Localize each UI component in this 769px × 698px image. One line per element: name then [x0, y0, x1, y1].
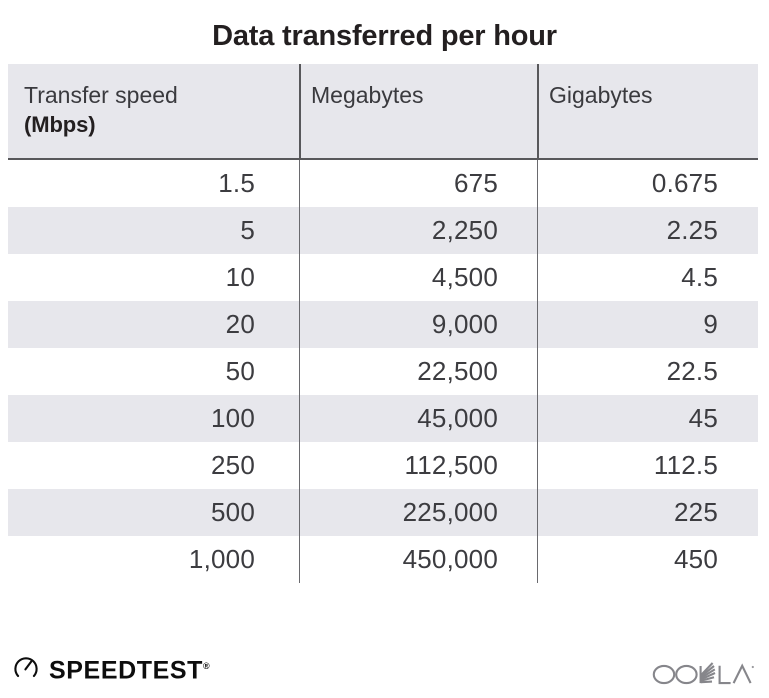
cell-gigabytes: 22.5: [666, 356, 718, 386]
cell-transfer-speed: 100: [211, 403, 255, 433]
cell-transfer-speed: 20: [225, 309, 255, 339]
cell-gigabytes: 450: [674, 544, 718, 574]
ookla-wordmark: [652, 662, 754, 685]
cell-transfer-speed: 250: [211, 450, 255, 480]
table-row: 500 225,000 225: [8, 489, 758, 536]
cell-gigabytes: 112.5: [653, 450, 718, 480]
cell-gigabytes: 225: [674, 497, 718, 527]
column-header-gigabytes: Gigabytes: [549, 80, 749, 110]
table-header-row: Transfer speed (Mbps) Megabytes Gigabyte…: [8, 64, 758, 160]
cell-megabytes: 22,500: [417, 356, 498, 386]
data-table: Transfer speed (Mbps) Megabytes Gigabyte…: [8, 64, 758, 583]
table-body: 1.5 675 0.675 5 2,250 2.25 10 4,500 4.5 …: [8, 160, 758, 583]
table-row: 20 9,000 9: [8, 301, 758, 348]
cell-megabytes: 112,500: [404, 450, 498, 480]
table-row: 100 45,000 45: [8, 395, 758, 442]
table-row: 1,000 450,000 450: [8, 536, 758, 583]
speedtest-logo: SPEEDTEST®: [12, 652, 210, 685]
page-title: Data transferred per hour: [212, 20, 557, 52]
cell-megabytes: 45,000: [417, 403, 498, 433]
ookla-logo: [651, 658, 755, 693]
cell-transfer-speed: 500: [211, 497, 255, 527]
column-header-transfer-speed: Transfer speed (Mbps): [24, 80, 294, 140]
column-divider-1-body: [299, 160, 300, 583]
cell-transfer-speed: 1,000: [188, 544, 255, 574]
cell-gigabytes: 45: [688, 403, 718, 433]
speedtest-wordmark: SPEEDTEST®: [49, 653, 210, 685]
cell-megabytes: 2,250: [431, 215, 498, 245]
table-row: 1.5 675 0.675: [8, 160, 758, 207]
speedtest-trademark: ®: [203, 661, 210, 672]
footer: SPEEDTEST®: [0, 640, 769, 698]
table-row: 250 112,500 112.5: [8, 442, 758, 489]
column-header-transfer-speed-unit: (Mbps): [24, 112, 96, 137]
column-header-gigabytes-label: Gigabytes: [549, 82, 653, 108]
speedometer-icon: [12, 652, 40, 685]
column-divider-2-header: [537, 64, 539, 160]
column-header-megabytes: Megabytes: [311, 80, 531, 110]
cell-transfer-speed: 50: [225, 356, 255, 386]
cell-transfer-speed: 10: [225, 262, 255, 292]
speedtest-wordmark-text: SPEEDTEST: [49, 656, 204, 685]
cell-transfer-speed: 1.5: [218, 168, 255, 198]
cell-gigabytes: 9: [703, 309, 718, 339]
cell-megabytes: 225,000: [402, 497, 498, 527]
table-row: 10 4,500 4.5: [8, 254, 758, 301]
cell-gigabytes: 2.25: [666, 215, 718, 245]
cell-gigabytes: 4.5: [681, 262, 718, 292]
cell-transfer-speed: 5: [240, 215, 255, 245]
table-row: 5 2,250 2.25: [8, 207, 758, 254]
cell-megabytes: 675: [454, 168, 498, 198]
cell-gigabytes: 0.675: [651, 168, 718, 198]
cell-megabytes: 4,500: [431, 262, 498, 292]
column-divider-1-header: [299, 64, 301, 160]
column-header-transfer-speed-label: Transfer speed: [24, 82, 178, 108]
table-row: 50 22,500 22.5: [8, 348, 758, 395]
column-header-megabytes-label: Megabytes: [311, 82, 424, 108]
cell-megabytes: 9,000: [431, 309, 498, 339]
column-divider-2-body: [537, 160, 538, 583]
cell-megabytes: 450,000: [402, 544, 498, 574]
